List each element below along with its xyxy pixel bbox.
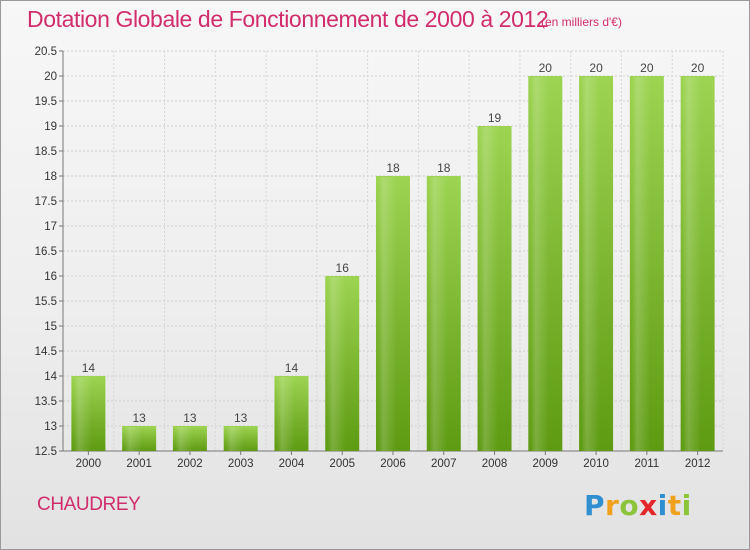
chart-title: Dotation Globale de Fonctionnement de 20… — [27, 6, 549, 32]
logo-letter: P — [584, 489, 606, 522]
bar-highlight — [378, 177, 397, 451]
bar-highlight — [225, 427, 245, 451]
bar-highlight — [73, 377, 93, 451]
data-label: 16 — [336, 261, 350, 275]
y-tick-label: 12.5 — [35, 446, 57, 458]
x-tick-label: 2005 — [329, 458, 355, 470]
logo-letter: t — [667, 489, 682, 522]
data-label: 20 — [640, 61, 654, 75]
x-tick-label: 2006 — [380, 458, 406, 470]
x-tick-label: 2012 — [685, 458, 711, 470]
bars — [71, 76, 715, 451]
logo-letter: o — [619, 489, 640, 522]
x-tick-label: 2010 — [583, 458, 609, 470]
bar-highlight — [682, 77, 702, 451]
commune-name: CHAUDREY — [37, 494, 141, 515]
x-tick-label: 2011 — [634, 458, 659, 470]
logo-letter: i — [657, 489, 668, 522]
data-label: 20 — [539, 61, 553, 75]
data-label: 20 — [691, 61, 705, 75]
x-tick-label: 2007 — [431, 458, 457, 470]
x-tick-label: 2003 — [228, 458, 254, 470]
logo-letter: x — [639, 489, 658, 522]
bar-highlight — [174, 427, 194, 451]
logo-letter: r — [605, 489, 620, 522]
y-tick-label: 19 — [44, 121, 57, 133]
y-tick-label: 18 — [44, 171, 57, 183]
x-tick-label: 2001 — [126, 458, 152, 470]
bar-highlight — [581, 77, 600, 451]
bar-highlight — [530, 77, 550, 451]
bar-highlight — [428, 177, 448, 451]
bar-highlight — [276, 377, 296, 451]
chart-unit: (en milliers d'€) — [541, 15, 622, 29]
y-tick-label: 16.5 — [35, 246, 57, 258]
y-tick-label: 13 — [44, 421, 57, 433]
x-tick-label: 2000 — [76, 458, 102, 470]
data-label: 14 — [82, 361, 96, 375]
y-tick-label: 19.5 — [35, 96, 57, 108]
data-label: 13 — [132, 411, 146, 425]
x-tick-label: 2009 — [533, 458, 559, 470]
y-tick-label: 20.5 — [35, 46, 57, 58]
y-tick-label: 13.5 — [35, 396, 57, 408]
data-label: 18 — [386, 161, 400, 175]
data-labels: 14 13 13 13 14 16 18 18 19 20 20 20 20 — [82, 61, 705, 425]
y-tick-label: 15 — [44, 321, 57, 333]
axes: 12.5 13 13.5 14 14.5 15 15.5 16 16.5 17 17.5 18 18.5… — [35, 46, 723, 470]
x-tick-label: 2008 — [482, 458, 508, 470]
y-tick-label: 14 — [44, 371, 57, 383]
data-label: 14 — [285, 361, 299, 375]
y-tick-label: 15.5 — [35, 296, 57, 308]
y-tick-label: 17.5 — [35, 196, 57, 208]
bar-highlight — [327, 277, 346, 451]
bar-highlight — [631, 77, 651, 451]
x-tick-label: 2002 — [177, 458, 203, 470]
data-label: 18 — [437, 161, 451, 175]
data-label: 20 — [589, 61, 603, 75]
bar-highlight — [124, 427, 143, 451]
y-tick-label: 17 — [44, 221, 57, 233]
x-tick-label: 2004 — [279, 458, 305, 470]
y-tick-label: 14.5 — [35, 346, 57, 358]
data-label: 13 — [183, 411, 197, 425]
data-label: 13 — [234, 411, 248, 425]
logo-letter: i — [681, 489, 692, 522]
y-tick-label: 20 — [44, 71, 57, 83]
y-tick-label: 16 — [44, 271, 57, 283]
data-label: 19 — [488, 111, 502, 125]
bar-highlight — [479, 127, 499, 451]
proxiti-logo: Proxiti — [584, 489, 692, 522]
y-tick-label: 18.5 — [35, 146, 57, 158]
